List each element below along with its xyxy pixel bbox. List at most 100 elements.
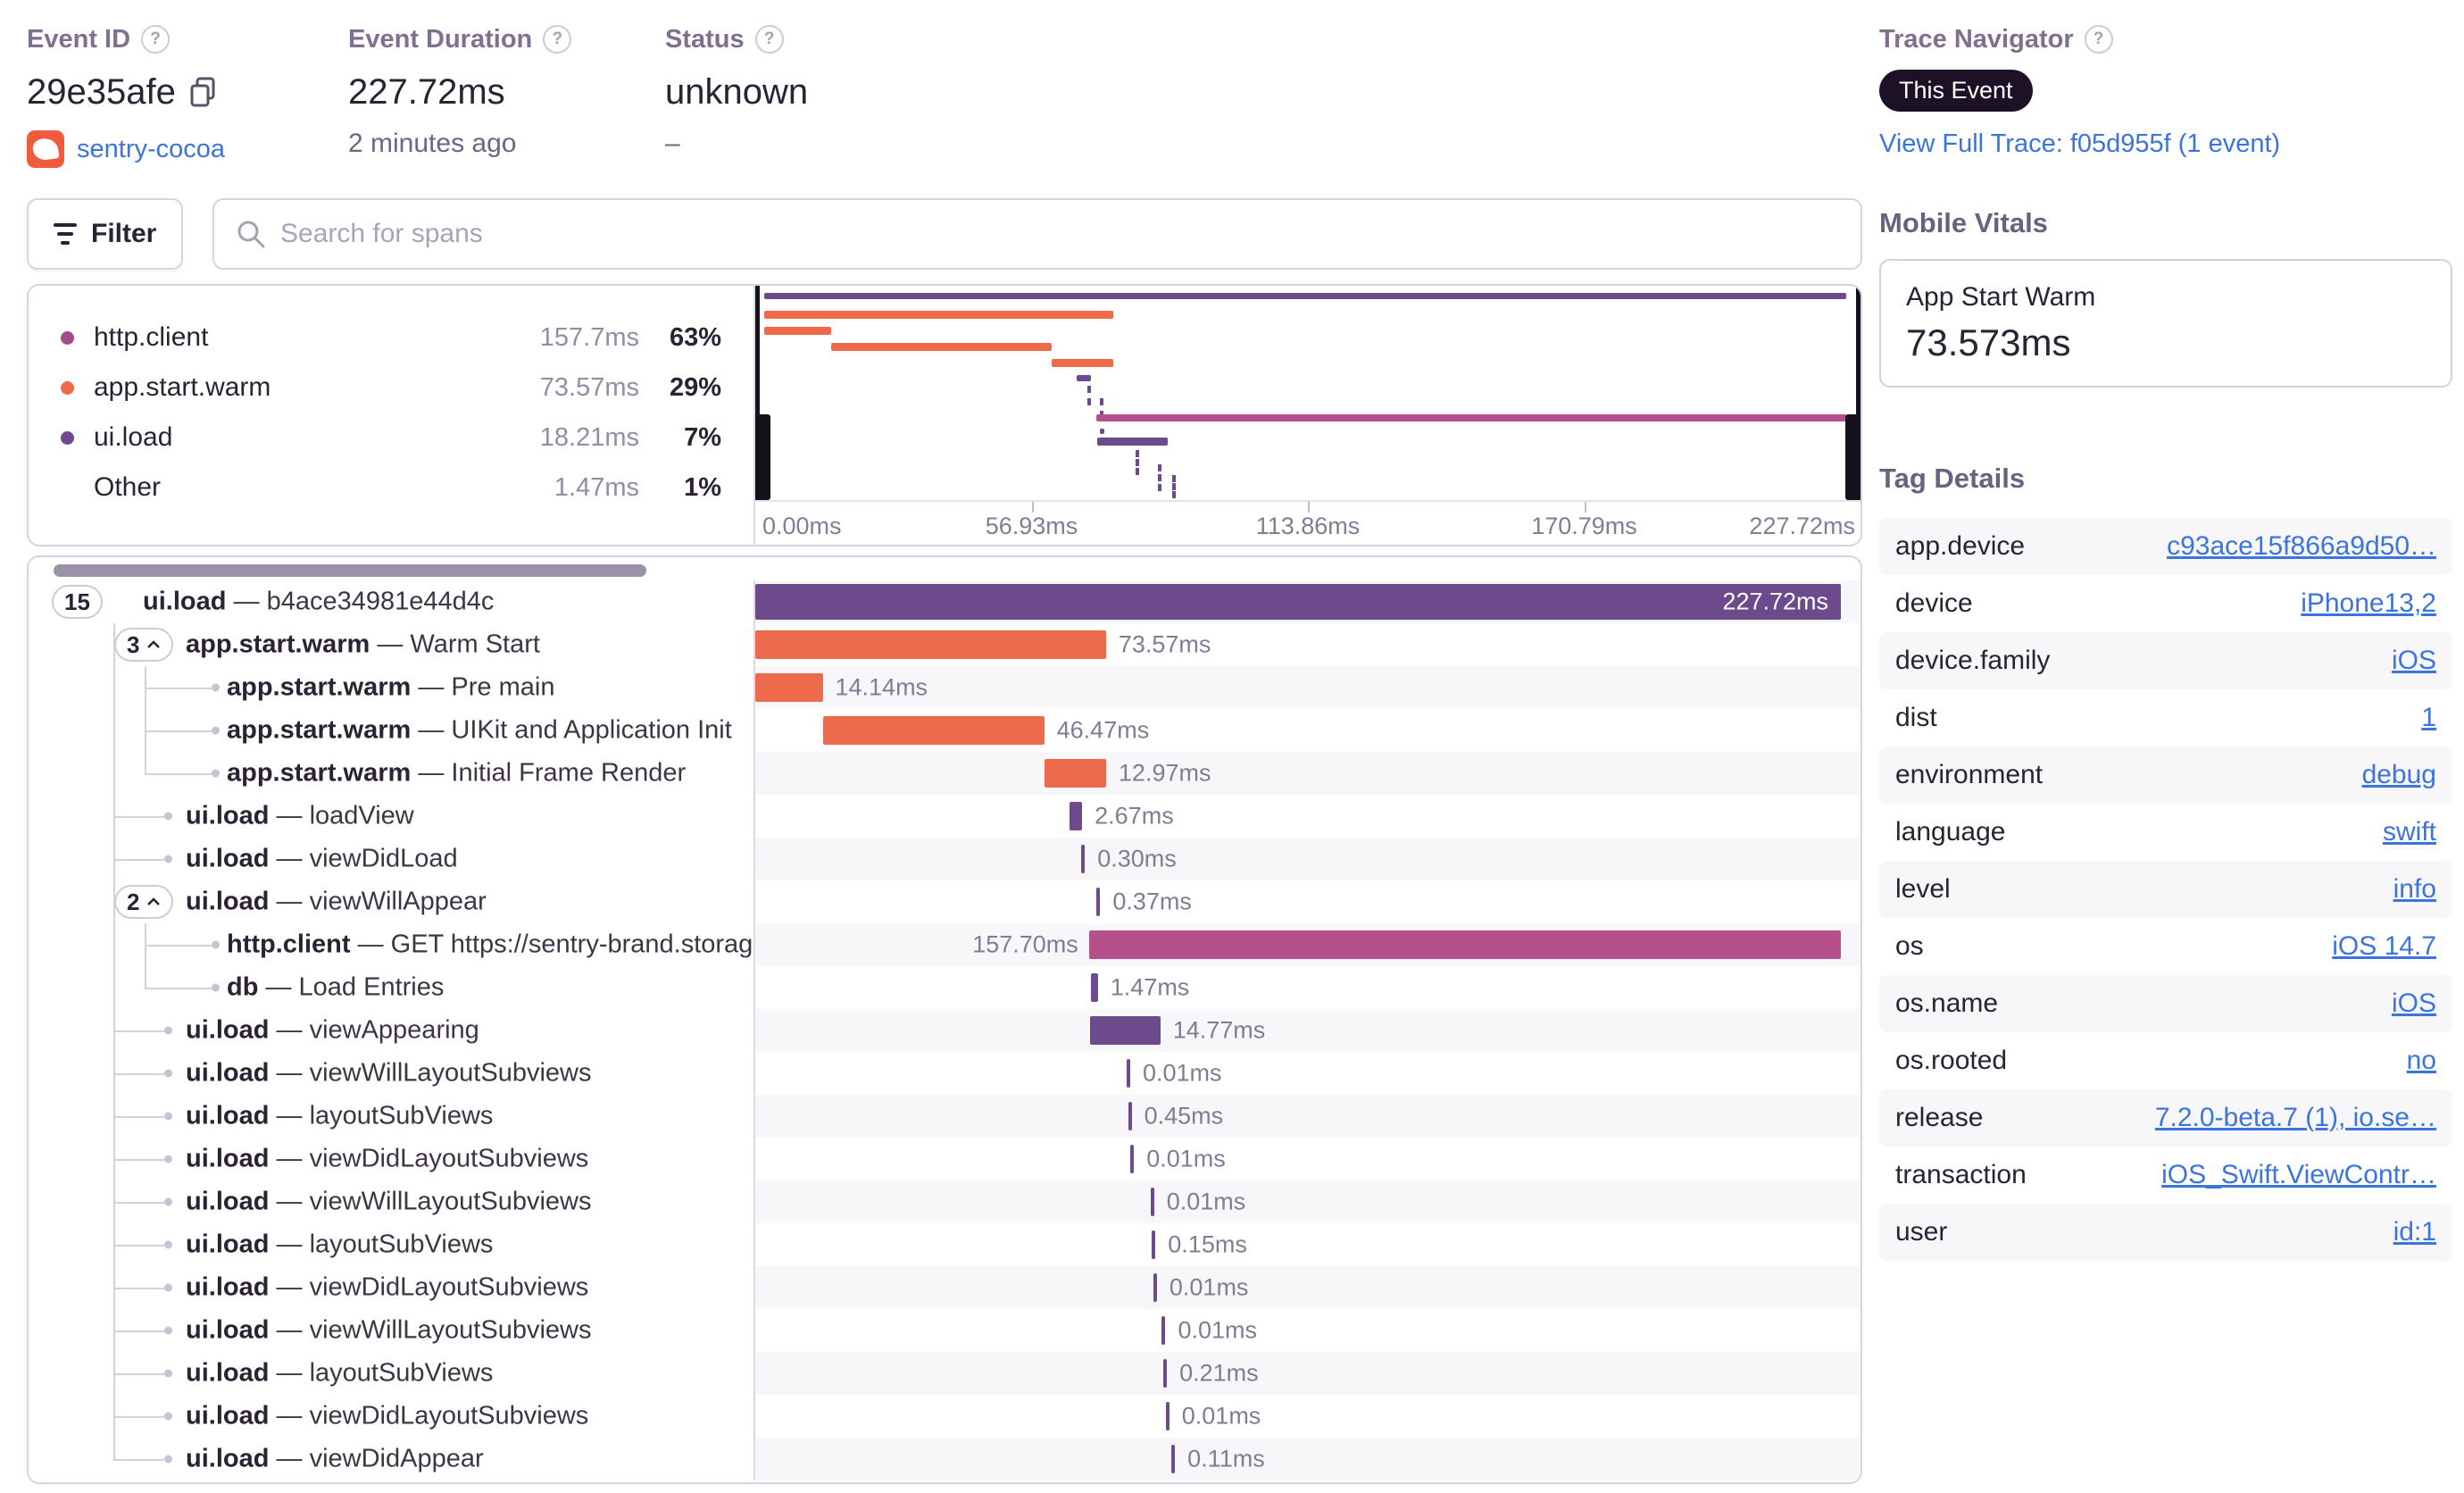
legend-item[interactable]: Other 1.47ms 1% (61, 463, 721, 513)
span-bar-cell[interactable]: 0.01ms (755, 1266, 1860, 1309)
search-input[interactable] (280, 219, 1839, 249)
span-tree-cell[interactable]: ui.load — layoutSubViews (29, 1095, 755, 1138)
span-tree-cell[interactable]: ui.load — viewDidLayoutSubviews (29, 1266, 755, 1309)
span-tree-cell[interactable]: 15 ui.load — b4ace34981e44d4c (29, 580, 755, 623)
span-duration-bar[interactable] (755, 673, 823, 702)
span-bar-cell[interactable]: 0.01ms (755, 1138, 1860, 1180)
span-bar-cell[interactable]: 0.15ms (755, 1223, 1860, 1266)
span-duration-bar[interactable] (1163, 1359, 1168, 1388)
span-tree-cell[interactable]: ui.load — loadView (29, 795, 755, 838)
legend-item[interactable]: ui.load 18.21ms 7% (61, 413, 721, 463)
this-event-badge[interactable]: This Event (1879, 70, 2033, 112)
help-icon[interactable]: ? (141, 25, 171, 54)
span-duration-bar[interactable]: 227.72ms (755, 584, 1841, 620)
span-duration-bar[interactable] (755, 630, 1106, 659)
span-duration-bar[interactable] (1171, 1445, 1176, 1473)
span-bar-cell[interactable]: 0.11ms (755, 1438, 1860, 1480)
tag-value-link[interactable]: no (2406, 1046, 2436, 1075)
span-duration-bar[interactable] (1096, 888, 1101, 916)
span-duration-bar[interactable] (1150, 1188, 1154, 1216)
span-bar-cell[interactable]: 0.45ms (755, 1095, 1860, 1138)
span-bar-cell[interactable]: 1.47ms (755, 966, 1860, 1009)
span-bar-cell[interactable]: 0.01ms (755, 1180, 1860, 1223)
help-icon[interactable]: ? (2084, 25, 2113, 54)
span-tree-cell[interactable]: app.start.warm — Initial Frame Render (29, 752, 755, 795)
tag-value-link[interactable]: iOS 14.7 (2332, 931, 2436, 961)
span-bar-cell[interactable]: 227.72ms (755, 580, 1860, 623)
minimap-canvas[interactable] (764, 289, 1846, 498)
tag-value-link[interactable]: 1 (2421, 703, 2436, 732)
span-bar-cell[interactable]: 157.70ms (755, 923, 1860, 966)
minimap-right-grip[interactable] (1845, 414, 1860, 500)
span-tree-cell[interactable]: ui.load — layoutSubViews (29, 1352, 755, 1395)
span-tree-cell[interactable]: ui.load — viewDidAppear (29, 1438, 755, 1480)
span-tree-cell[interactable]: app.start.warm — Pre main (29, 666, 755, 709)
help-icon[interactable]: ? (543, 25, 572, 54)
span-count-chip[interactable]: 3 (114, 628, 174, 662)
span-duration-bar[interactable] (1088, 930, 1841, 959)
tag-value-link[interactable]: 7.2.0-beta.7 (1), io.se… (2154, 1103, 2436, 1132)
filter-button[interactable]: Filter (27, 198, 184, 270)
span-duration-bar[interactable] (822, 716, 1045, 745)
span-bar-cell[interactable]: 0.01ms (755, 1309, 1860, 1352)
tag-value-link[interactable]: swift (2383, 817, 2436, 847)
span-bar-cell[interactable]: 14.77ms (755, 1009, 1860, 1052)
span-bar-cell[interactable]: 0.30ms (755, 838, 1860, 880)
minimap-left-handle[interactable] (755, 286, 770, 500)
span-count-chip[interactable]: 15 (52, 585, 103, 619)
tag-value-link[interactable]: iPhone13,2 (2301, 588, 2436, 618)
tag-value-link[interactable]: iOS_Swift.ViewContr… (2161, 1160, 2436, 1189)
span-duration-bar[interactable] (1153, 1273, 1157, 1302)
tag-value-link[interactable]: debug (2361, 760, 2436, 789)
view-full-trace-link[interactable]: View Full Trace: f05d955f (1 event) (1879, 129, 2281, 158)
span-count-chip[interactable]: 2 (114, 885, 174, 919)
copy-icon[interactable] (188, 76, 217, 108)
span-tree-cell[interactable]: ui.load — layoutSubViews (29, 1223, 755, 1266)
span-tree-cell[interactable]: ui.load — viewWillLayoutSubviews (29, 1180, 755, 1223)
span-bar-cell[interactable]: 0.21ms (755, 1352, 1860, 1395)
span-tree-cell[interactable]: ui.load — viewDidLayoutSubviews (29, 1138, 755, 1180)
span-tree-cell[interactable]: ui.load — viewWillLayoutSubviews (29, 1052, 755, 1095)
span-duration-bar[interactable] (1152, 1230, 1156, 1259)
tag-value-link[interactable]: id:1 (2393, 1217, 2436, 1247)
span-tree-cell[interactable]: ui.load — viewAppearing (29, 1009, 755, 1052)
span-bar-cell[interactable]: 0.37ms (755, 880, 1860, 923)
span-duration-bar[interactable] (1089, 1016, 1161, 1045)
span-duration-bar[interactable] (1161, 1316, 1166, 1345)
help-icon[interactable]: ? (754, 25, 784, 54)
tree-scrollbar-thumb[interactable] (54, 564, 646, 577)
span-duration-bar[interactable] (1069, 802, 1083, 830)
legend-item[interactable]: http.client 157.7ms 63% (61, 313, 721, 363)
span-bar-cell[interactable]: 46.47ms (755, 709, 1860, 752)
span-bar-cell[interactable]: 0.01ms (755, 1052, 1860, 1095)
span-tree-cell[interactable]: 2 ui.load — viewWillAppear (29, 880, 755, 923)
span-bar-cell[interactable]: 0.01ms (755, 1395, 1860, 1438)
span-duration-bar[interactable] (1165, 1402, 1170, 1430)
span-duration-bar[interactable] (1044, 759, 1106, 788)
span-tree-cell[interactable]: app.start.warm — UIKit and Application I… (29, 709, 755, 752)
project-link[interactable]: sentry-cocoa (77, 134, 226, 163)
tree-scrollbar-track[interactable] (29, 557, 1860, 580)
span-bar-cell[interactable]: 14.14ms (755, 666, 1860, 709)
span-duration-bar[interactable] (1081, 845, 1086, 873)
span-bar-cell[interactable]: 73.57ms (755, 623, 1860, 666)
span-duration-bar[interactable] (1126, 1059, 1130, 1088)
span-duration-bar[interactable] (1130, 1145, 1135, 1173)
span-tree-cell[interactable]: 3 app.start.warm — Warm Start (29, 623, 755, 666)
legend-item[interactable]: app.start.warm 73.57ms 29% (61, 363, 721, 413)
tag-value-link[interactable]: c93ace15f866a9d50… (2167, 531, 2436, 561)
minimap-left-grip[interactable] (755, 414, 770, 500)
span-tree-cell[interactable]: ui.load — viewDidLoad (29, 838, 755, 880)
span-bar-cell[interactable]: 12.97ms (755, 752, 1860, 795)
tag-value-link[interactable]: iOS (2391, 988, 2436, 1018)
tag-value-link[interactable]: info (2393, 874, 2436, 904)
span-tree-cell[interactable]: ui.load — viewDidLayoutSubviews (29, 1395, 755, 1438)
trace-minimap[interactable]: 0.00ms 56.93ms 113.86ms 170.79ms 227.72ms (755, 286, 1860, 545)
span-tree-cell[interactable]: http.client — GET https://sentry-brand.s… (29, 923, 755, 966)
span-tree-cell[interactable]: ui.load — viewWillLayoutSubviews (29, 1309, 755, 1352)
tag-value-link[interactable]: iOS (2391, 646, 2436, 675)
span-tree-cell[interactable]: db — Load Entries (29, 966, 755, 1009)
span-bar-cell[interactable]: 2.67ms (755, 795, 1860, 838)
span-duration-bar[interactable] (1128, 1102, 1132, 1130)
minimap-right-handle[interactable] (1845, 286, 1860, 500)
